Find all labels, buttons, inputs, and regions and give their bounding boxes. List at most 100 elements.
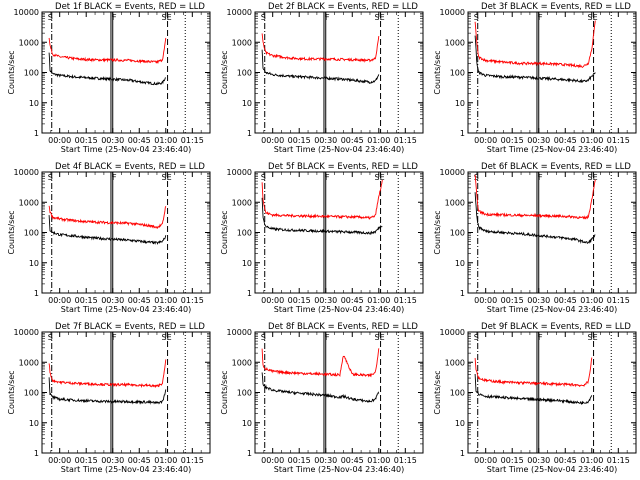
marker-label: SE (375, 333, 385, 342)
x-tick-label: 00:45 (128, 296, 151, 305)
y-tick-label: 100 (450, 389, 465, 398)
marker-label: S (261, 13, 266, 22)
series-lld-line (48, 359, 167, 389)
x-axis-label: Start Time (25-Nov-04 23:46:40) (61, 305, 191, 314)
y-tick-label: 1 (34, 449, 39, 458)
marker-label: S (261, 333, 266, 342)
series-lld-line (48, 205, 167, 230)
y-tick-label: 1 (460, 449, 465, 458)
series-events-line (48, 377, 167, 405)
x-tick-label: 00:45 (128, 136, 151, 145)
x-tick-label: 00:00 (474, 136, 497, 145)
x-tick-label: 01:15 (394, 296, 417, 305)
x-tick-label: 00:30 (527, 296, 550, 305)
y-tick-label: 1000 (19, 38, 39, 47)
y-tick-label: 1000 (19, 198, 39, 207)
x-tick-label: 01:00 (154, 456, 177, 465)
marker-label: F (538, 13, 543, 22)
x-tick-label: 01:00 (367, 136, 390, 145)
x-tick-label: 00:00 (48, 296, 71, 305)
y-tick-label: 1000 (19, 358, 39, 367)
y-tick-label: 10 (455, 99, 465, 108)
y-axis-label: Counts/sec (7, 50, 16, 94)
x-tick-label: 00:45 (128, 456, 151, 465)
y-tick-label: 100 (450, 229, 465, 238)
chart-title: Det 9f BLACK = Events, RED = LLD (481, 322, 631, 332)
x-tick-label: 00:45 (554, 296, 577, 305)
marker-label: F (538, 173, 543, 182)
marker-label: SE (588, 333, 598, 342)
y-axis-label: Counts/sec (220, 50, 229, 94)
marker-label: SE (162, 333, 172, 342)
x-tick-label: 00:00 (474, 296, 497, 305)
y-tick-label: 10 (29, 419, 39, 428)
marker-label: SE (588, 13, 598, 22)
y-tick-label: 1 (460, 129, 465, 138)
x-tick-label: 01:00 (580, 296, 603, 305)
marker-label: SE (162, 13, 172, 22)
y-axis-label: Counts/sec (7, 370, 16, 414)
x-tick-label: 00:30 (314, 136, 337, 145)
marker-label: S (261, 173, 266, 182)
x-tick-label: 00:45 (554, 456, 577, 465)
x-tick-label: 00:15 (501, 456, 524, 465)
chart-panel-1: Det 1f BLACK = Events, RED = LLD 1 10 100 10… (7, 2, 211, 154)
y-tick-label: 1000 (445, 198, 465, 207)
x-tick-label: 01:00 (367, 296, 390, 305)
chart-panel-9: Det 9f BLACK = Events, RED = LLD 1 10 100 10… (433, 322, 637, 474)
marker-label: F (112, 13, 117, 22)
x-tick-label: 01:15 (607, 296, 630, 305)
y-tick-label: 10 (29, 99, 39, 108)
series-lld-line (474, 174, 596, 220)
chart-title: Det 2f BLACK = Events, RED = LLD (268, 2, 418, 12)
x-tick-label: 01:00 (580, 136, 603, 145)
chart-title: Det 4f BLACK = Events, RED = LLD (55, 162, 205, 172)
y-axis-label: Counts/sec (220, 210, 229, 254)
x-tick-label: 00:30 (101, 296, 124, 305)
x-tick-label: 00:00 (261, 456, 284, 465)
x-tick-label: 00:15 (75, 136, 98, 145)
y-tick-label: 1000 (232, 358, 252, 367)
y-tick-label: 100 (237, 389, 252, 398)
series-events-line (261, 197, 383, 235)
y-tick-label: 10000 (440, 328, 465, 337)
series-lld-line (48, 37, 167, 65)
x-tick-label: 01:00 (580, 456, 603, 465)
x-tick-label: 01:00 (154, 136, 177, 145)
x-tick-label: 01:00 (367, 456, 390, 465)
x-axis-label: Start Time (25-Nov-04 23:46:40) (487, 145, 617, 154)
x-tick-label: 00:15 (501, 296, 524, 305)
x-tick-label: 00:00 (261, 296, 284, 305)
series-lld-line (474, 357, 593, 388)
chart-title: Det 6f BLACK = Events, RED = LLD (481, 162, 631, 172)
chart-title: Det 3f BLACK = Events, RED = LLD (481, 2, 631, 12)
marker-label: S (474, 173, 479, 182)
x-axis-label: Start Time (25-Nov-04 23:46:40) (487, 465, 617, 474)
chart-panel-7: Det 7f BLACK = Events, RED = LLD 1 10 100 10… (7, 322, 211, 474)
x-tick-label: 00:00 (261, 136, 284, 145)
y-tick-label: 10000 (227, 168, 252, 177)
y-axis-label: Counts/sec (7, 210, 16, 254)
y-tick-label: 100 (450, 69, 465, 78)
series-lld-line (474, 20, 596, 69)
chart-title: Det 5f BLACK = Events, RED = LLD (268, 162, 418, 172)
marker-label: S (48, 173, 53, 182)
y-tick-label: 100 (24, 229, 39, 238)
x-tick-label: 00:30 (101, 456, 124, 465)
series-events-line (48, 215, 167, 245)
x-axis-label: Start Time (25-Nov-04 23:46:40) (487, 305, 617, 314)
y-tick-label: 1000 (445, 38, 465, 47)
y-tick-label: 100 (237, 229, 252, 238)
series-lld-line (261, 33, 380, 63)
chart-panel-6: Det 6f BLACK = Events, RED = LLD 1 10 100 10… (433, 162, 637, 314)
marker-label: S (474, 13, 479, 22)
x-tick-label: 00:15 (75, 296, 98, 305)
x-axis-label: Start Time (25-Nov-04 23:46:40) (61, 145, 191, 154)
x-axis-label: Start Time (25-Nov-04 23:46:40) (274, 465, 404, 474)
y-tick-label: 1000 (232, 198, 252, 207)
x-tick-label: 00:30 (101, 136, 124, 145)
y-tick-label: 10 (29, 259, 39, 268)
y-tick-label: 1 (34, 129, 39, 138)
x-axis-label: Start Time (25-Nov-04 23:46:40) (274, 305, 404, 314)
y-tick-label: 10000 (440, 168, 465, 177)
